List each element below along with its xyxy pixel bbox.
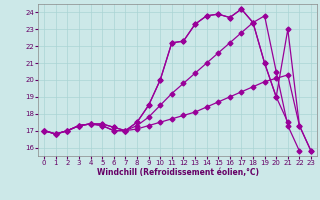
- X-axis label: Windchill (Refroidissement éolien,°C): Windchill (Refroidissement éolien,°C): [97, 168, 259, 177]
